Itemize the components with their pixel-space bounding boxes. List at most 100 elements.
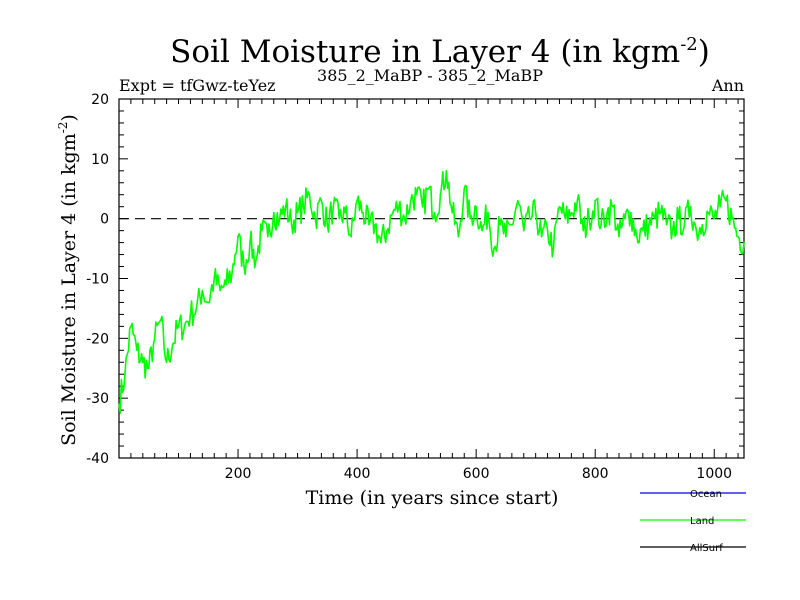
legend-label-land: Land [690,516,714,527]
data-point [409,199,412,202]
data-point [534,211,537,214]
data-point [272,211,275,214]
y-tick-label: -40 [86,451,109,467]
data-point [665,223,668,226]
data-point [326,223,329,226]
data-point [469,217,471,220]
data-point [522,229,525,232]
data-point [731,217,733,220]
data-point [743,241,745,244]
series-group [118,170,745,414]
data-point [136,349,138,352]
data-point [636,235,638,238]
data-point [618,235,620,238]
data-point [546,229,549,232]
data-point [183,325,186,328]
x-axis-label: Time (in years since start) [306,487,559,509]
data-point [261,229,263,232]
data-point [314,217,317,220]
data-point [552,247,555,250]
data-point [350,235,352,238]
data-point [421,205,424,208]
y-axis-label-text: Soil Moisture in Layer 4 (in kgm [58,133,80,446]
data-point [463,187,466,190]
y-axis-label-sup: -2 [56,122,70,134]
data-point [653,217,656,220]
data-point [165,361,168,364]
subtitle-right: Ann [711,76,744,95]
data-point [487,211,489,214]
data-point [380,241,382,244]
data-point [481,229,483,232]
data-point [612,205,614,208]
subtitle-center: 385_2_MaBP - 385_2_MaBP [317,66,543,85]
data-point [124,373,126,376]
data-point [118,403,120,405]
data-point [153,337,156,340]
data-point [415,193,418,196]
data-point [267,235,269,238]
chart-title-sup: -2 [680,34,698,55]
data-point [713,217,716,220]
data-point [195,307,198,310]
data-point [142,361,144,364]
y-tick-label: 20 [91,92,109,108]
data-point [278,217,281,220]
data-point [171,343,174,346]
subtitle-left: Expt = tfGwz-teYez [119,76,276,95]
data-point [403,217,406,220]
data-point [284,205,287,208]
data-point [368,223,370,226]
x-tick-label: 400 [344,466,371,482]
data-point [588,217,591,220]
data-point [582,229,585,232]
legend-label-ocean: Ocean [690,489,722,500]
data-point [505,235,507,238]
data-point [439,193,442,196]
data-point [255,259,257,262]
data-point [457,235,460,238]
y-axis: 20 10 0 -10 -20 -30 -40 [86,92,744,467]
data-point [445,170,448,172]
data-point [296,211,299,214]
data-point [606,211,608,214]
data-point [475,205,477,208]
data-point [219,289,221,292]
data-point [659,211,662,214]
x-tick-label: 800 [582,466,609,482]
data-point [213,277,216,280]
data-point [397,205,400,208]
data-point [290,223,293,226]
data-point [451,211,454,214]
data-point [392,211,394,214]
data-point [737,235,739,238]
data-point [558,205,561,208]
y-axis-label: Soil Moisture in Layer 4 (in kgm-2) [56,114,80,446]
data-point [344,211,346,214]
data-point [374,223,376,226]
data-point [189,313,192,316]
data-point [308,193,311,196]
data-point [225,283,227,286]
data-point [624,217,626,220]
data-point [701,223,704,226]
data-point [130,325,132,328]
data-point [207,301,210,304]
data-point [159,319,162,322]
x-tick-label: 200 [225,466,252,482]
data-point [600,223,602,226]
plot-frame [118,98,745,459]
y-tick-label: -10 [86,272,109,288]
data-point [493,247,495,250]
data-point [147,367,150,370]
data-point [630,211,632,214]
data-point [570,211,573,214]
y-tick-label: -20 [86,331,109,347]
data-point [249,241,251,244]
data-point [683,223,686,226]
data-point [332,205,335,208]
legend: Ocean Land AllSurf [640,489,746,554]
data-point [540,235,543,238]
series-line-land [118,170,745,414]
data-point [647,223,650,226]
